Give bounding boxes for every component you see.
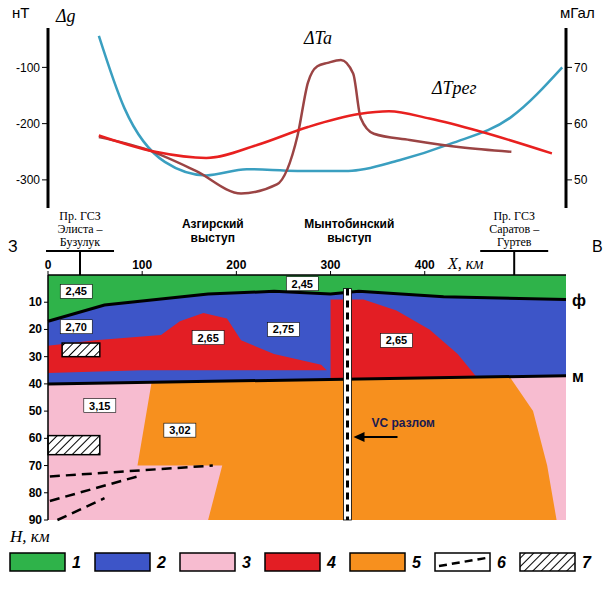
svg-text:50: 50	[29, 404, 43, 418]
svg-text:300: 300	[321, 258, 341, 272]
svg-text:2,75: 2,75	[273, 323, 294, 335]
html-text:мГал: мГал	[560, 4, 595, 21]
svg-text:0: 0	[45, 258, 52, 272]
svg-text:2,45: 2,45	[292, 278, 313, 290]
svg-text:2,65: 2,65	[386, 334, 407, 346]
svg-text:2,65: 2,65	[197, 332, 218, 344]
svg-text:7: 7	[582, 554, 592, 571]
svg-text:1: 1	[72, 554, 81, 571]
svg-text:6: 6	[497, 554, 506, 571]
svg-text:80: 80	[29, 486, 43, 500]
svg-text:Саратов –: Саратов –	[489, 222, 540, 236]
svg-text:ф: ф	[572, 292, 586, 309]
svg-text:-300: -300	[16, 173, 40, 187]
svg-text:40: 40	[29, 377, 43, 391]
svg-text:выступ: выступ	[327, 231, 371, 245]
svg-text:В: В	[592, 238, 603, 255]
svg-text:Элиста –: Элиста –	[57, 222, 103, 236]
svg-text:10: 10	[29, 295, 43, 309]
svg-text:60: 60	[574, 117, 588, 131]
svg-text:-200: -200	[16, 117, 40, 131]
svg-text:3,15: 3,15	[89, 400, 110, 412]
svg-text:5: 5	[412, 554, 422, 571]
svg-text:200: 200	[226, 258, 246, 272]
svg-text:З: З	[8, 238, 18, 255]
svg-text:H, км: H, км	[9, 527, 50, 546]
svg-text:Мынтобинский: Мынтобинский	[304, 217, 394, 231]
svg-text:3: 3	[242, 554, 251, 571]
svg-text:70: 70	[574, 61, 588, 75]
svg-text:выступ: выступ	[191, 231, 235, 245]
svg-text:400: 400	[415, 258, 435, 272]
html-text:нТ: нТ	[12, 4, 30, 21]
svg-text:Пр. ГСЗ: Пр. ГСЗ	[493, 209, 534, 223]
svg-text:Пр. ГСЗ: Пр. ГСЗ	[59, 209, 100, 223]
svg-text:2: 2	[156, 554, 166, 571]
svg-text:4: 4	[326, 554, 336, 571]
html-text:ΔTa: ΔTa	[304, 28, 332, 48]
svg-text:Гуртев: Гуртев	[497, 235, 532, 249]
html-text:ΔTрег: ΔTрег	[432, 78, 477, 98]
svg-text:20: 20	[29, 322, 43, 336]
svg-text:Бузулук: Бузулук	[60, 235, 101, 249]
svg-text:X, км: X, км	[447, 255, 483, 272]
svg-text:3,02: 3,02	[169, 424, 190, 436]
svg-text:100: 100	[132, 258, 152, 272]
svg-text:Азгирский: Азгирский	[182, 217, 244, 231]
svg-text:50: 50	[574, 173, 588, 187]
svg-text:30: 30	[29, 350, 43, 364]
svg-text:2,70: 2,70	[66, 321, 87, 333]
svg-text:60: 60	[29, 431, 43, 445]
svg-text:-100: -100	[16, 61, 40, 75]
svg-text:VC разлом: VC разлом	[371, 416, 435, 430]
svg-text:м: м	[572, 368, 584, 385]
svg-text:2,45: 2,45	[66, 285, 87, 297]
html-text:Δg: Δg	[56, 6, 76, 26]
svg-text:90: 90	[29, 513, 43, 527]
svg-text:70: 70	[29, 459, 43, 473]
